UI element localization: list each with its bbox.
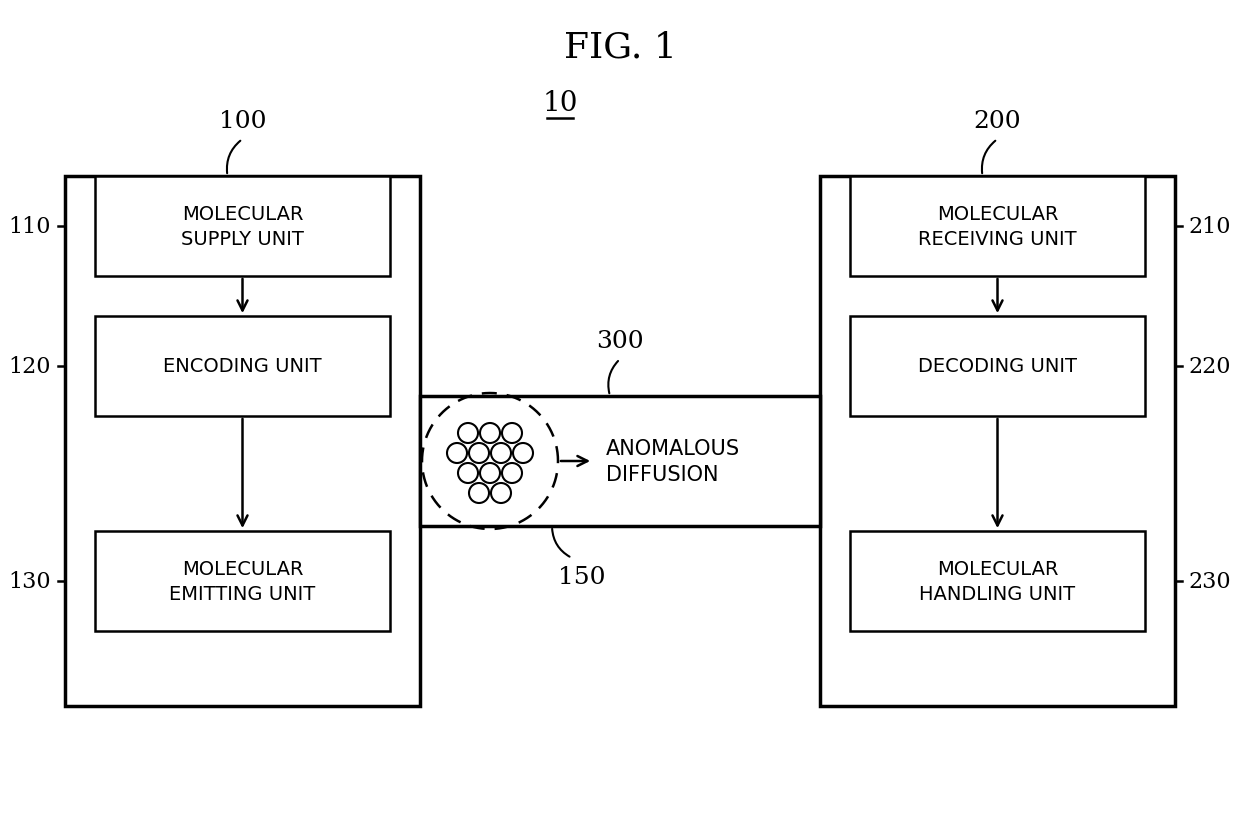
Circle shape <box>502 463 522 483</box>
Bar <box>420 396 820 527</box>
Circle shape <box>458 424 477 443</box>
Text: ANOMALOUS
DIFFUSION: ANOMALOUS DIFFUSION <box>606 438 740 485</box>
Text: 150: 150 <box>558 565 606 588</box>
Text: 210: 210 <box>1189 216 1231 237</box>
Text: MOLECULAR
HANDLING UNIT: MOLECULAR HANDLING UNIT <box>919 559 1075 604</box>
Bar <box>95 176 391 277</box>
Text: 220: 220 <box>1189 355 1231 378</box>
Bar <box>849 532 1145 631</box>
Circle shape <box>502 424 522 443</box>
Text: MOLECULAR
EMITTING UNIT: MOLECULAR EMITTING UNIT <box>170 559 316 604</box>
Circle shape <box>491 443 511 463</box>
Circle shape <box>458 463 477 483</box>
Bar <box>95 317 391 416</box>
Text: 230: 230 <box>1189 570 1231 592</box>
Text: 10: 10 <box>542 90 578 117</box>
Text: 120: 120 <box>9 355 51 378</box>
Text: 100: 100 <box>218 110 267 133</box>
Text: ENCODING UNIT: ENCODING UNIT <box>164 357 322 376</box>
Text: MOLECULAR
RECEIVING UNIT: MOLECULAR RECEIVING UNIT <box>918 205 1076 248</box>
Bar <box>849 176 1145 277</box>
Text: 200: 200 <box>973 110 1022 133</box>
Text: 130: 130 <box>9 570 51 592</box>
Bar <box>64 176 420 706</box>
Circle shape <box>469 483 489 503</box>
Text: DECODING UNIT: DECODING UNIT <box>918 357 1078 376</box>
Text: 300: 300 <box>596 330 644 353</box>
Circle shape <box>480 424 500 443</box>
Bar <box>95 532 391 631</box>
Bar <box>849 317 1145 416</box>
Circle shape <box>480 463 500 483</box>
Circle shape <box>446 443 467 463</box>
Circle shape <box>513 443 533 463</box>
Circle shape <box>491 483 511 503</box>
Bar <box>820 176 1176 706</box>
Text: MOLECULAR
SUPPLY UNIT: MOLECULAR SUPPLY UNIT <box>181 205 304 248</box>
Circle shape <box>469 443 489 463</box>
Text: FIG. 1: FIG. 1 <box>563 30 677 64</box>
Text: 110: 110 <box>9 216 51 237</box>
